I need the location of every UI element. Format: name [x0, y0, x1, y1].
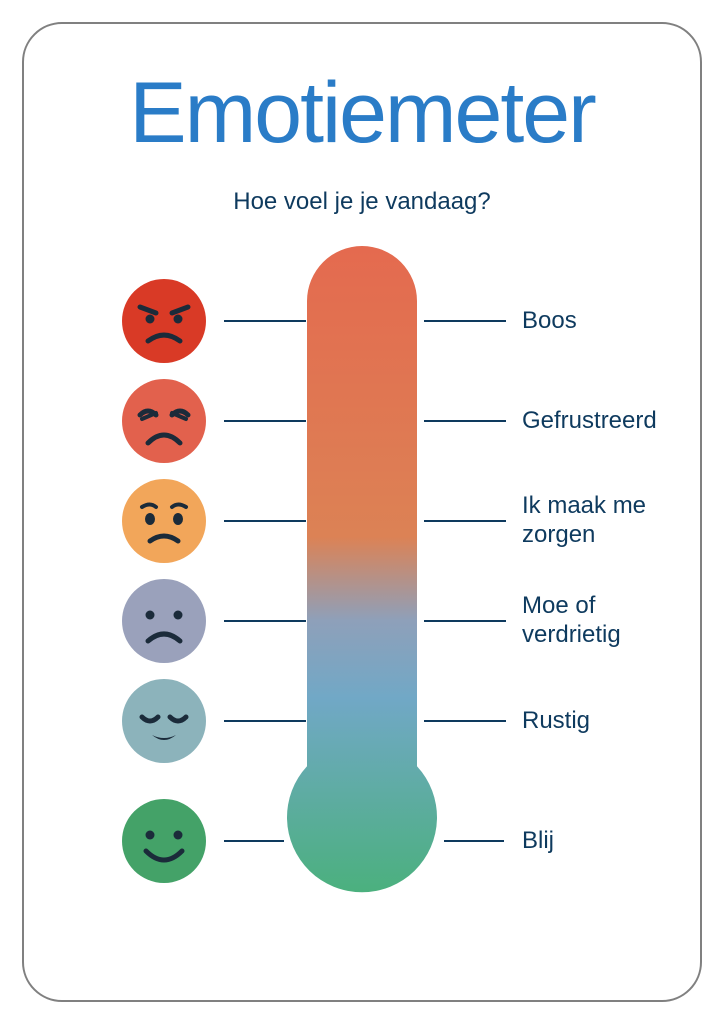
emotiemeter-card: Emotiemeter Hoe voel je je vandaag? Boos… [22, 22, 702, 1002]
meter-area: Boos Gefrustreerd Ik maak me zorgen Moe of … [24, 236, 700, 956]
emotion-label: Gefrustreerd [522, 407, 692, 436]
tick-line-left [224, 520, 306, 522]
worried-face-icon [119, 476, 209, 566]
page-subtitle: Hoe voel je je vandaag? [24, 188, 700, 216]
tick-line-left [224, 840, 284, 842]
tick-line-left [224, 320, 306, 322]
emotion-row: Blij [24, 796, 700, 886]
emotion-row: Ik maak me zorgen [24, 476, 700, 566]
emotion-label: Blij [522, 827, 692, 856]
emotion-label: Moe of verdrietig [522, 592, 692, 650]
emotion-row: Rustig [24, 676, 700, 766]
page-title: Emotiemeter [24, 64, 700, 163]
tick-line-right [424, 620, 506, 622]
tick-line-right [424, 420, 506, 422]
emotion-row: Boos [24, 276, 700, 366]
emotion-row: Moe of verdrietig [24, 576, 700, 666]
tick-line-left [224, 720, 306, 722]
emotion-label: Ik maak me zorgen [522, 492, 692, 550]
frustrated-face-icon [119, 376, 209, 466]
emotion-label: Rustig [522, 707, 692, 736]
tick-line-right [424, 320, 506, 322]
tick-line-left [224, 620, 306, 622]
emotion-label: Boos [522, 307, 692, 336]
sad-face-icon [119, 576, 209, 666]
tick-line-right [444, 840, 504, 842]
tick-line-left [224, 420, 306, 422]
happy-face-icon [119, 796, 209, 886]
tick-line-right [424, 520, 506, 522]
calm-face-icon [119, 676, 209, 766]
angry-face-icon [119, 276, 209, 366]
tick-line-right [424, 720, 506, 722]
emotion-row: Gefrustreerd [24, 376, 700, 466]
